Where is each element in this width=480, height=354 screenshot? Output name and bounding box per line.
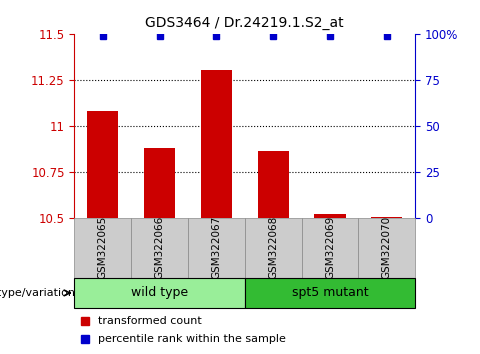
Text: GSM322068: GSM322068 (268, 216, 278, 279)
Bar (258, 152, 289, 218)
Text: percentile rank within the sample: percentile rank within the sample (98, 334, 286, 344)
Bar (87, 111, 119, 218)
Title: GDS3464 / Dr.24219.1.S2_at: GDS3464 / Dr.24219.1.S2_at (145, 16, 344, 30)
Text: genotype/variation: genotype/variation (0, 288, 75, 298)
Bar (371, 217, 402, 218)
Text: GSM322070: GSM322070 (382, 216, 392, 279)
Bar (188, 218, 245, 278)
Text: GSM322067: GSM322067 (211, 216, 221, 279)
Bar (144, 148, 175, 218)
Bar (245, 278, 415, 308)
Bar (314, 214, 346, 218)
Bar (201, 70, 232, 218)
Bar (245, 218, 301, 278)
Bar (131, 218, 188, 278)
Text: transformed count: transformed count (98, 316, 202, 326)
Bar (74, 278, 245, 308)
Text: GSM322069: GSM322069 (325, 216, 335, 279)
Bar (359, 218, 415, 278)
Text: wild type: wild type (131, 286, 188, 299)
Text: spt5 mutant: spt5 mutant (292, 286, 368, 299)
Text: GSM322066: GSM322066 (155, 216, 165, 279)
Text: GSM322065: GSM322065 (98, 216, 108, 279)
Bar (301, 218, 359, 278)
Bar (74, 218, 131, 278)
